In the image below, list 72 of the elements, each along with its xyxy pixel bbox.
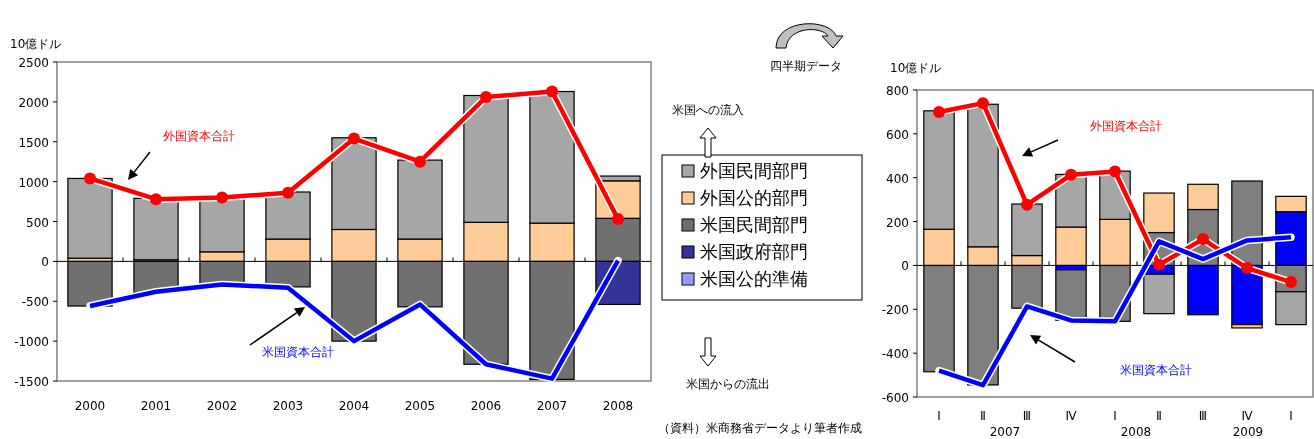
x-tick-label: Ⅲ [1022,409,1032,423]
x-tick-label: 2006 [470,399,502,413]
point [933,105,945,118]
point [1197,233,1209,246]
y-tick-label: 400 [886,171,909,186]
point [480,91,492,104]
y-axis-title: 10億ドル [890,61,942,75]
y-tick-label: 200 [886,215,909,230]
x-tick-label: Ⅰ [1289,409,1293,423]
text: 米国資本合計 [1120,363,1192,377]
text: （資料）米商務省データより筆者作成 [658,421,862,435]
legend-label: 米国政府部門 [700,241,808,262]
y-tick-label: 2500 [18,56,49,70]
x-tick-label: Ⅲ [1198,409,1208,423]
point [1109,165,1121,178]
y-tick-label: -1500 [14,375,49,389]
y-tick-label: 0 [901,259,909,274]
text: 2007 [989,425,1021,439]
x-tick-label: 2008 [602,399,634,413]
point [84,172,96,185]
x-tick-label: 2005 [404,399,436,413]
point [977,97,989,110]
point [282,186,294,199]
x-tick-label: Ⅱ [1156,409,1162,423]
point [1065,168,1077,181]
x-tick-label: 2002 [206,399,238,413]
y-tick-label: -1000 [14,335,49,350]
bar [67,177,113,259]
point [216,191,228,204]
x-tick-label: 2003 [272,399,304,413]
text: 外国資本合計 [163,129,235,143]
point [612,213,624,226]
y-tick-label: 1500 [18,135,49,150]
y-tick-label: -400 [881,347,909,362]
legend-label: 米国公的準備 [700,268,808,289]
y-tick-label: 800 [886,84,909,98]
point [1153,258,1165,271]
y-tick-label: 2000 [18,95,49,110]
point [546,85,558,98]
y-tick-label: 0 [41,255,49,270]
y-axis-title: 10億ドル [10,37,62,51]
point [348,132,360,145]
legend-label: 米国民間部門 [700,214,808,235]
series-label: 米国資本合計 [262,345,334,359]
x-tick-label: 2001 [140,399,172,413]
x-tick-label: Ⅳ [1241,409,1253,423]
point [150,193,162,206]
text: 2008 [1120,425,1152,439]
text: 米国への流入 [672,103,744,117]
point [1021,198,1033,211]
y-tick-label: 1000 [18,175,49,190]
bar [1055,269,1087,321]
x-tick-label: 2007 [536,399,568,413]
legend-label: 外国公的部門 [700,187,808,208]
x-tick-label: Ⅰ [937,409,941,423]
x-tick-label: 2004 [338,399,370,413]
point [1241,262,1253,275]
y-tick-label: -600 [881,391,909,405]
y-tick-label: -200 [881,303,909,318]
y-tick-label: -500 [21,295,49,310]
text: 四半期データ [770,59,842,73]
x-tick-label: 2000 [74,399,106,413]
text: 外国資本合計 [1090,119,1162,133]
x-tick-label: Ⅰ [1113,409,1117,423]
text: 米国からの流出 [686,377,770,391]
x-tick-label: Ⅳ [1065,409,1077,423]
x-tick-label: Ⅱ [980,409,986,423]
text: 2009 [1232,425,1264,439]
point [414,155,426,168]
y-tick-label: 600 [886,127,909,142]
legend-label: 外国民間部門 [700,160,808,181]
y-tick-label: 500 [26,215,49,230]
